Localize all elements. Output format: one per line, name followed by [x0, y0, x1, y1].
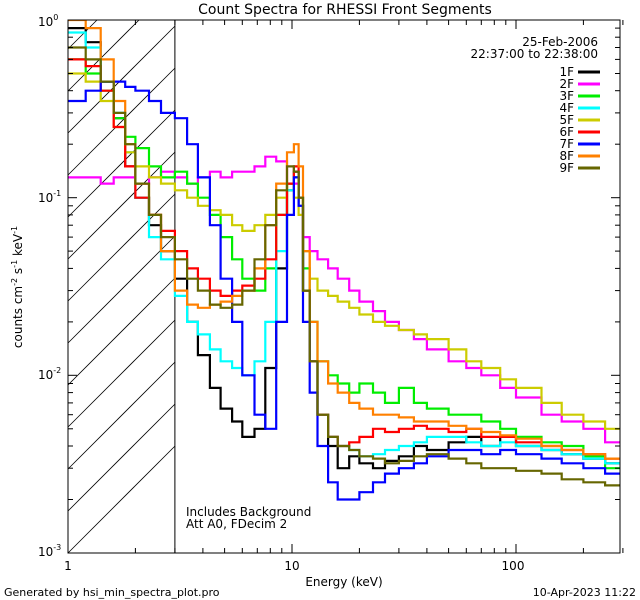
series-line-9F [68, 46, 620, 487]
y-tick-label-1e-2: 10-2 [38, 366, 61, 382]
legend-label-1F: 1F [559, 65, 574, 79]
legend-label-4F: 4F [559, 101, 574, 115]
series-line-3F [68, 58, 620, 470]
axis-ticks [67, 19, 624, 554]
x-tick-label-10: 10 [284, 559, 299, 573]
hatch-line [67, 19, 140, 92]
hatch-line [67, 67, 176, 176]
series-line-6F [68, 58, 620, 460]
hatch-line [67, 235, 176, 344]
legend-date: 25-Feb-2006 [522, 35, 598, 49]
hatch-line [67, 19, 98, 50]
chart-title: Count Spectra for RHESSI Front Segments [198, 2, 492, 18]
hatch-line [67, 361, 176, 470]
legend-label-8F: 8F [559, 149, 574, 163]
legend-time: 22:37:00 to 22:38:00 [471, 47, 598, 61]
hatch-line [67, 445, 176, 554]
footer-timestamp: 10-Apr-2023 11:22 [533, 586, 636, 599]
annotation-attenuator: Att A0, FDecim 2 [186, 517, 287, 531]
legend: 25-Feb-2006 22:37:00 to 22:38:00 1F2F3F4… [471, 35, 600, 175]
legend-label-2F: 2F [559, 77, 574, 91]
series-layer [68, 20, 620, 501]
hatch-line [67, 193, 176, 302]
hatch-line [67, 403, 176, 512]
footer-generated-by: Generated by hsi_min_spectra_plot.pro [4, 586, 220, 599]
legend-label-3F: 3F [559, 89, 574, 103]
x-tick-label-100: 100 [502, 559, 525, 573]
y-tick-label-1e0: 100 [38, 13, 58, 29]
x-tick-label-1: 1 [64, 559, 72, 573]
y-tick-label-1e-3: 10-3 [38, 543, 61, 559]
x-axis-label: Energy (keV) [305, 575, 382, 589]
hatch-line [67, 277, 176, 386]
annotation-background: Includes Background [186, 505, 311, 519]
hatch-line [67, 25, 176, 134]
legend-label-5F: 5F [559, 113, 574, 127]
legend-label-9F: 9F [559, 161, 574, 175]
y-tick-label-1e-1: 10-1 [38, 189, 61, 205]
plot-frame [67, 19, 621, 554]
y-axis-label: counts cm-2 s-1 keV-1 [10, 226, 25, 348]
hatch-line [67, 109, 176, 218]
series-line-8F [68, 20, 620, 460]
hatch-line [67, 151, 176, 260]
legend-label-6F: 6F [559, 125, 574, 139]
hatch-line [67, 319, 176, 428]
legend-label-7F: 7F [559, 137, 574, 151]
series-line-7F [68, 80, 620, 501]
